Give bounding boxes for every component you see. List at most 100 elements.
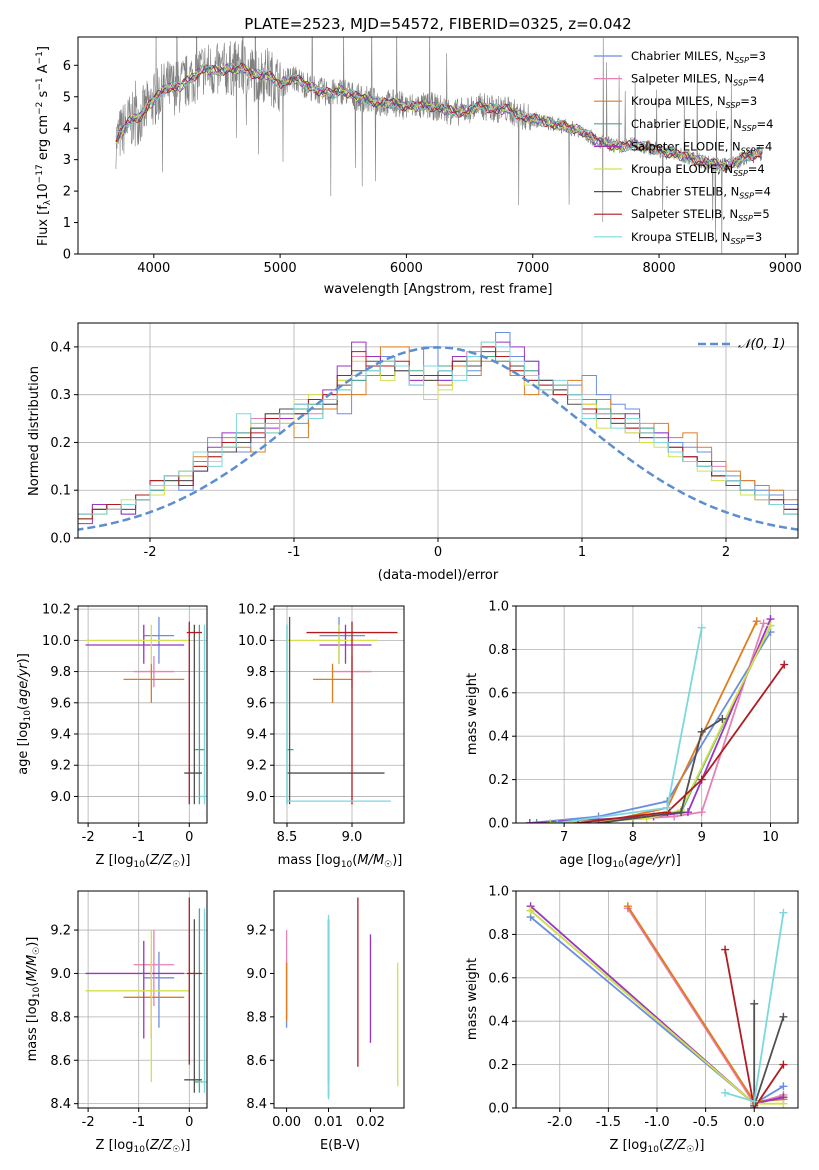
- marker-plus: [546, 819, 555, 823]
- x-axis-label: Z [log10(Z/Z☉)]: [96, 1138, 191, 1155]
- age-vs-mass-plot: [286, 616, 398, 805]
- x-tick-label: -1.5: [596, 1115, 621, 1130]
- massweight-vs-Z-plot: [526, 902, 788, 1108]
- y-tick-label: 0.0: [488, 1102, 509, 1117]
- y-tick-label: 1: [63, 216, 71, 231]
- y-tick-label: 8.6: [246, 1054, 267, 1069]
- mass-weight-line: [529, 631, 772, 823]
- model-spectrum: [115, 63, 762, 172]
- y-tick-label: 9.0: [246, 790, 267, 805]
- marker-plus: [526, 906, 535, 915]
- mass-weight-line: [557, 627, 703, 823]
- legend-label: Chabrier ELODIE, NSSP=4: [631, 117, 773, 133]
- massweight-vs-Z-frame: [515, 890, 799, 1109]
- histogram-plot: [78, 332, 798, 531]
- mass-vs-ebv-frame: [273, 890, 405, 1109]
- age-vs-Z-axes: -2 -1 0 9.0 9.2 9.4 9.6 9.8 10.0 10.2: [42, 603, 207, 845]
- y-tick-label: 9.2: [246, 924, 267, 939]
- marker-plus: [718, 714, 727, 723]
- y-tick-label: 0.6: [488, 686, 509, 701]
- marker-plus: [752, 617, 761, 626]
- x-tick-label: 9: [698, 830, 706, 845]
- y-tick-label: 3: [63, 153, 71, 168]
- y-axis-label: Normed distribution: [27, 366, 42, 496]
- marker-plus: [697, 775, 706, 784]
- marker-plus: [697, 808, 706, 817]
- y-tick-label: 9.8: [246, 665, 267, 680]
- histogram-series: [78, 341, 798, 520]
- legend-label: Kroupa ELODIE, NSSP=4: [631, 162, 765, 178]
- massweight-vs-age-frame: [515, 605, 799, 824]
- marker-plus: [721, 1088, 730, 1097]
- x-tick-label: -1: [132, 1115, 145, 1130]
- x-axis-label: Z [log10(Z/Z☉)]: [96, 853, 191, 870]
- marker-plus: [779, 908, 788, 917]
- legend-label: 𝒩(0, 1): [738, 337, 785, 352]
- marker-plus: [697, 623, 706, 632]
- marker-plus: [532, 819, 541, 823]
- y-tick-label: 0.8: [488, 928, 509, 943]
- y-tick-label: 0.2: [50, 436, 71, 451]
- figure-title: PLATE=2523, MJD=54572, FIBERID=0325, z=0…: [244, 15, 631, 33]
- marker-plus: [721, 945, 730, 954]
- legend-label: Salpeter STELIB, NSSP=5: [631, 207, 770, 223]
- y-tick-label: 8.4: [50, 1097, 71, 1112]
- x-tick-label: -2: [82, 830, 95, 845]
- mass-vs-Z-frame: [77, 890, 208, 1109]
- y-tick-label: 0.1: [50, 484, 71, 499]
- y-tick-label: 9.0: [50, 967, 71, 982]
- model-spectrum: [115, 62, 762, 172]
- x-tick-label: 4000: [137, 261, 170, 276]
- y-axis-label: mass [log10(M/M☉)]: [25, 937, 42, 1062]
- massweight-vs-age-plot: [525, 615, 789, 823]
- x-axis-label: Z [log10(Z/Z☉)]: [610, 1138, 705, 1155]
- mass-weight-line: [753, 1003, 785, 1107]
- y-tick-label: 9.6: [246, 696, 267, 711]
- y-tick-label: 0.4: [488, 730, 509, 745]
- marker-plus: [750, 999, 759, 1008]
- marker-plus: [779, 1060, 788, 1069]
- legend-label: Kroupa STELIB, NSSP=3: [631, 230, 762, 246]
- x-tick-label: 7: [560, 830, 568, 845]
- x-axis-label: E(B-V): [320, 1138, 360, 1153]
- legend-label: Salpeter ELODIE, NSSP=4: [631, 139, 772, 155]
- x-tick-label: 10: [762, 830, 779, 845]
- y-axis-label: mass weight: [465, 958, 480, 1040]
- x-tick-label: 5000: [264, 261, 297, 276]
- x-tick-label: 6000: [390, 261, 423, 276]
- y-tick-label: 1.0: [488, 600, 509, 615]
- x-tick-label: 1: [578, 545, 586, 560]
- data-spectrum: [115, 37, 763, 254]
- y-tick-label: 10.0: [238, 634, 267, 649]
- y-axis-label: age [log10(age/yr)]: [16, 653, 33, 775]
- y-tick-label: 2: [63, 185, 71, 200]
- spectrum-axes: 4000 5000 6000 7000 8000 9000 0 1 2 3 4 5 6: [63, 59, 802, 276]
- y-tick-label: 9.0: [246, 967, 267, 982]
- marker-plus: [623, 902, 632, 911]
- marker-plus: [779, 1012, 788, 1021]
- y-tick-label: 0.8: [488, 643, 509, 658]
- mass-vs-ebv-plot: [285, 897, 399, 1100]
- age-vs-Z-frame: [77, 605, 208, 824]
- marker-plus: [663, 803, 672, 812]
- mass-weight-line: [550, 625, 772, 823]
- y-tick-label: 0: [63, 248, 71, 263]
- residuals-axes: -2 -1 0 1 2 0.0 0.1 0.2 0.3 0.4: [50, 323, 798, 560]
- x-tick-label: 9000: [769, 261, 802, 276]
- massweight-vs-age-axes: 7 8 9 10 0.0 0.2 0.4 0.6 0.8 1.0: [488, 600, 798, 845]
- y-axis-label: mass weight: [465, 673, 480, 755]
- y-tick-label: 0.4: [488, 1015, 509, 1030]
- marker-plus: [683, 808, 692, 817]
- y-tick-label: 9.6: [50, 696, 71, 711]
- mass-weight-line: [577, 664, 785, 823]
- mass-weight-line: [598, 620, 758, 823]
- y-tick-label: 4: [63, 122, 71, 137]
- x-tick-label: 2: [722, 545, 730, 560]
- x-tick-label: 8: [629, 830, 637, 845]
- x-tick-label: -2: [144, 545, 157, 560]
- y-tick-label: 10.0: [42, 634, 71, 649]
- y-tick-label: 6: [63, 59, 71, 74]
- marker-plus: [759, 619, 768, 628]
- y-tick-label: 8.8: [246, 1010, 267, 1025]
